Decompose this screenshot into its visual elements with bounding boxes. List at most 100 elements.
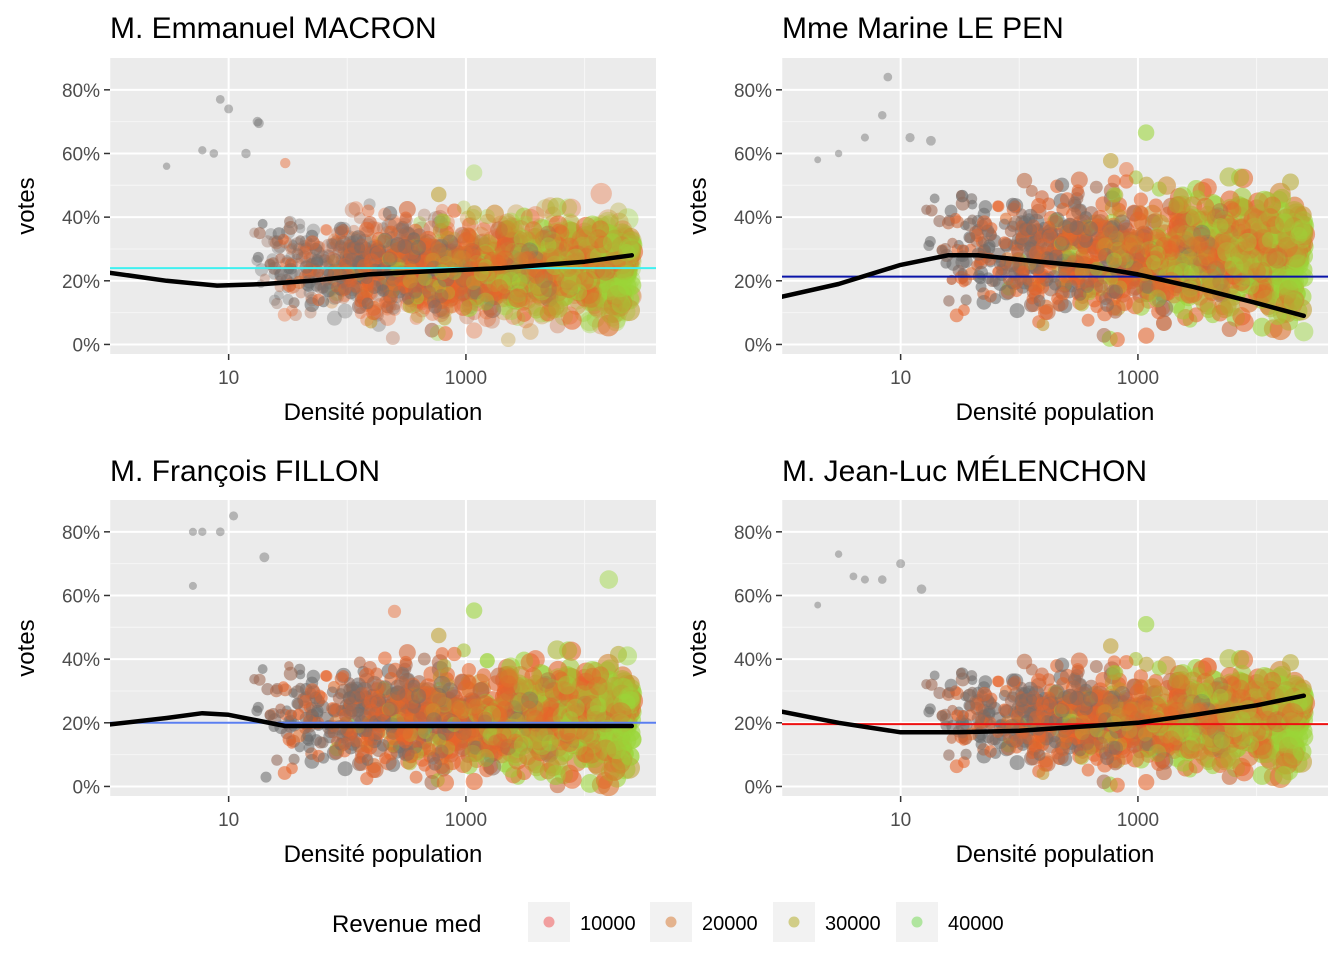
data-point xyxy=(497,231,513,247)
data-point xyxy=(389,247,404,262)
data-point xyxy=(609,277,630,298)
data-point xyxy=(480,249,498,267)
data-point xyxy=(493,252,510,269)
data-point xyxy=(311,254,324,267)
data-point xyxy=(404,294,417,308)
data-point xyxy=(486,241,505,261)
data-point xyxy=(361,275,374,289)
data-point xyxy=(289,308,302,322)
data-point xyxy=(560,274,582,295)
data-point xyxy=(596,293,618,315)
data-point xyxy=(479,213,497,231)
data-point xyxy=(568,273,589,294)
data-point xyxy=(460,275,475,291)
data-point xyxy=(389,245,405,260)
data-point xyxy=(423,220,439,236)
data-point xyxy=(537,240,556,259)
data-point xyxy=(476,292,495,311)
data-point xyxy=(456,271,474,289)
data-point xyxy=(575,289,593,307)
data-point xyxy=(618,299,640,322)
data-point xyxy=(532,273,551,291)
data-point xyxy=(602,287,622,308)
data-point xyxy=(491,279,509,297)
data-point xyxy=(406,244,422,260)
data-point xyxy=(596,241,615,261)
data-point xyxy=(407,232,421,246)
data-point xyxy=(530,241,550,261)
data-point xyxy=(376,235,392,251)
data-point xyxy=(434,253,448,267)
data-point xyxy=(611,260,632,281)
data-point xyxy=(500,230,519,249)
data-point xyxy=(495,250,513,268)
data-point xyxy=(364,233,379,249)
data-point xyxy=(350,281,362,293)
data-point xyxy=(455,285,471,301)
data-point xyxy=(342,242,356,256)
data-point xyxy=(259,273,270,284)
data-point xyxy=(589,230,607,249)
data-point xyxy=(580,314,600,334)
data-point xyxy=(456,298,471,313)
data-point xyxy=(588,227,610,249)
data-point xyxy=(591,265,612,285)
data-point xyxy=(400,235,417,251)
data-point xyxy=(326,241,338,253)
data-point xyxy=(469,283,486,299)
data-point xyxy=(375,233,392,250)
data-point xyxy=(549,317,566,334)
data-point xyxy=(394,274,407,288)
data-point xyxy=(485,276,501,293)
data-point xyxy=(346,235,361,250)
data-point xyxy=(290,237,305,251)
data-point xyxy=(317,282,329,294)
data-point xyxy=(573,236,592,255)
data-point xyxy=(500,237,516,253)
data-point xyxy=(405,235,420,251)
data-point xyxy=(495,238,513,257)
data-point xyxy=(477,286,494,303)
data-point xyxy=(419,234,437,251)
data-point xyxy=(576,271,594,290)
data-point xyxy=(612,274,632,295)
data-point xyxy=(588,229,608,249)
data-point xyxy=(606,312,626,332)
data-point xyxy=(534,230,551,246)
data-point xyxy=(576,265,596,284)
data-point xyxy=(358,254,371,267)
data-point xyxy=(447,203,462,218)
data-point xyxy=(579,260,600,281)
data-point xyxy=(405,245,420,260)
data-point xyxy=(560,274,582,295)
data-point xyxy=(562,214,580,232)
data-point xyxy=(402,226,415,239)
data-point xyxy=(335,282,349,297)
data-point xyxy=(583,271,603,291)
data-point xyxy=(548,215,568,235)
data-point xyxy=(454,297,473,316)
data-point xyxy=(432,222,449,239)
data-point xyxy=(396,241,412,256)
data-point xyxy=(565,280,586,301)
data-point xyxy=(617,287,640,310)
data-point xyxy=(465,164,483,181)
data-point xyxy=(381,300,394,314)
data-point xyxy=(506,234,523,250)
data-point xyxy=(350,230,367,246)
data-point xyxy=(282,293,294,305)
data-point xyxy=(597,274,617,293)
data-point xyxy=(958,304,970,316)
data-point xyxy=(463,278,480,295)
data-point xyxy=(589,264,611,286)
data-point xyxy=(424,322,440,338)
data-point xyxy=(370,308,384,322)
data-point xyxy=(421,277,437,293)
data-point xyxy=(348,242,361,255)
data-point xyxy=(495,285,512,302)
data-point xyxy=(520,231,537,248)
data-point xyxy=(454,227,471,244)
data-point xyxy=(532,247,550,265)
data-point xyxy=(541,280,559,298)
data-point xyxy=(405,288,420,303)
